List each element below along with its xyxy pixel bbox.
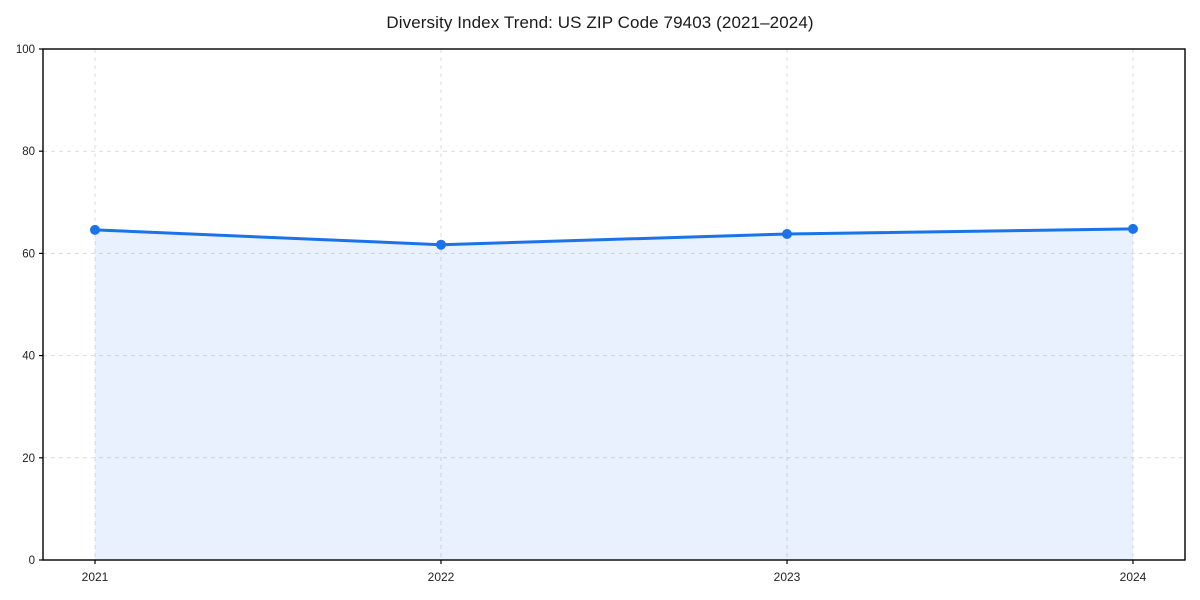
y-tick-label: 100 [16,44,35,56]
data-point-2021 [90,224,100,235]
x-tick-label: 2023 [774,570,801,584]
data-point-2023 [782,228,792,239]
data-point-2022 [436,239,446,250]
chart-title: Diversity Index Trend: US ZIP Code 79403… [386,13,814,32]
x-tick-label: 2024 [1120,570,1147,584]
x-tick-label: 2022 [428,570,455,584]
y-tick-label: 60 [22,248,35,260]
y-tick-label: 40 [22,351,35,363]
y-tick-label: 0 [29,555,35,567]
y-tick-label: 20 [22,453,35,465]
trend-line [93,227,1135,247]
area-fill [95,228,1133,560]
y-tick-label: 80 [22,146,35,158]
plot-border [42,48,1186,561]
data-point-2024 [1128,223,1138,234]
x-tick-label: 2021 [82,570,109,584]
